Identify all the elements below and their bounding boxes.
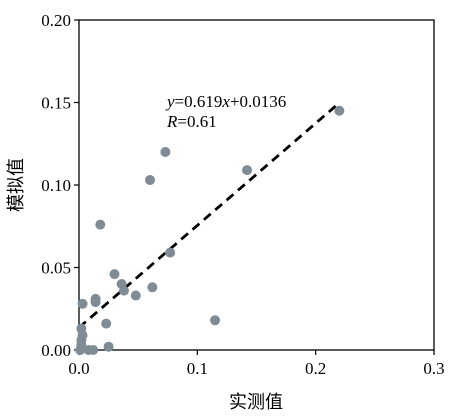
fit-equation: y=0.619x+0.0136 — [165, 92, 286, 111]
data-point — [95, 219, 106, 230]
x-tick-label: 0.2 — [305, 359, 326, 378]
r-value-annotation: R=0.61 — [166, 112, 217, 131]
x-axis-ticks: 0.0 0.1 0.2 0.3 — [68, 350, 445, 378]
data-point — [101, 318, 112, 329]
data-point — [210, 315, 221, 326]
y-axis-ticks: 0.00 0.05 0.10 0.15 0.20 — [41, 11, 79, 360]
data-point — [76, 323, 87, 334]
data-point — [88, 345, 99, 355]
x-axis-title: 实测值 — [229, 392, 283, 413]
r-var: R — [166, 112, 178, 131]
x-tick-label: 0.0 — [68, 359, 89, 378]
x-tick-label: 0.3 — [423, 359, 444, 378]
data-points — [75, 105, 345, 355]
y-axis-title: 模拟值 — [6, 158, 27, 212]
fit-line — [78, 101, 341, 329]
data-point — [147, 282, 158, 293]
equation-x-var: x — [221, 92, 230, 111]
data-point — [145, 175, 155, 186]
equation-y-var: y — [165, 92, 175, 111]
x-tick-label: 0.1 — [187, 359, 208, 378]
data-point — [165, 247, 176, 258]
data-point — [130, 290, 141, 301]
equation-slope: =0.619 — [175, 92, 223, 111]
data-point — [77, 298, 88, 309]
data-point — [160, 147, 171, 157]
y-tick-label: 0.15 — [41, 94, 71, 113]
data-point — [109, 269, 120, 280]
data-point — [118, 285, 129, 296]
data-point — [103, 341, 114, 352]
data-point — [334, 105, 345, 116]
y-tick-label: 0.20 — [41, 11, 71, 30]
fit-line-group — [78, 101, 341, 329]
plot-area — [78, 19, 435, 351]
y-tick-label: 0.05 — [41, 259, 71, 278]
y-tick-label: 0.10 — [41, 176, 71, 195]
y-tick-label: 0.00 — [41, 341, 71, 360]
equation-intercept: +0.0136 — [230, 92, 286, 111]
data-point — [90, 293, 101, 304]
data-point — [242, 165, 253, 176]
r-value: =0.61 — [177, 112, 216, 131]
